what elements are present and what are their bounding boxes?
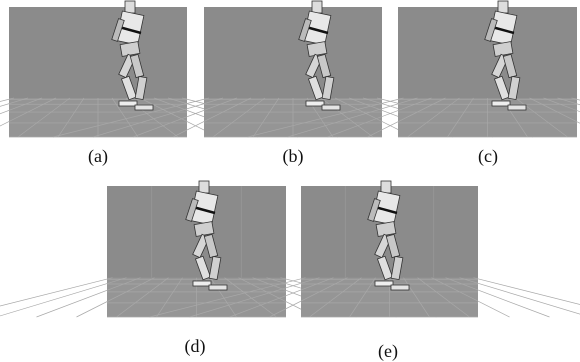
robot-foot bbox=[391, 285, 409, 290]
robot-foot bbox=[492, 101, 510, 106]
robot-head bbox=[498, 1, 508, 13]
robot-foot bbox=[135, 105, 153, 110]
robot-foot bbox=[306, 101, 324, 106]
floor-grid-line bbox=[474, 278, 580, 317]
figure: (a) (b) (c) (d) (e) bbox=[0, 0, 580, 362]
panel-label: (c) bbox=[478, 146, 498, 167]
robot-head bbox=[125, 1, 135, 13]
robot-foot bbox=[322, 105, 340, 110]
robot-foot bbox=[193, 281, 211, 286]
panel-label: (e) bbox=[378, 341, 398, 362]
panel-label: (b) bbox=[283, 146, 304, 167]
robot-foot bbox=[119, 101, 137, 106]
robot-head bbox=[312, 1, 322, 13]
robot-head bbox=[199, 181, 209, 193]
robot-head bbox=[381, 181, 391, 193]
robot-foot bbox=[375, 281, 393, 286]
panel-label: (d) bbox=[185, 336, 206, 357]
robot-foot bbox=[508, 105, 526, 110]
panel-label: (a) bbox=[88, 146, 108, 167]
robot-foot bbox=[209, 285, 227, 290]
